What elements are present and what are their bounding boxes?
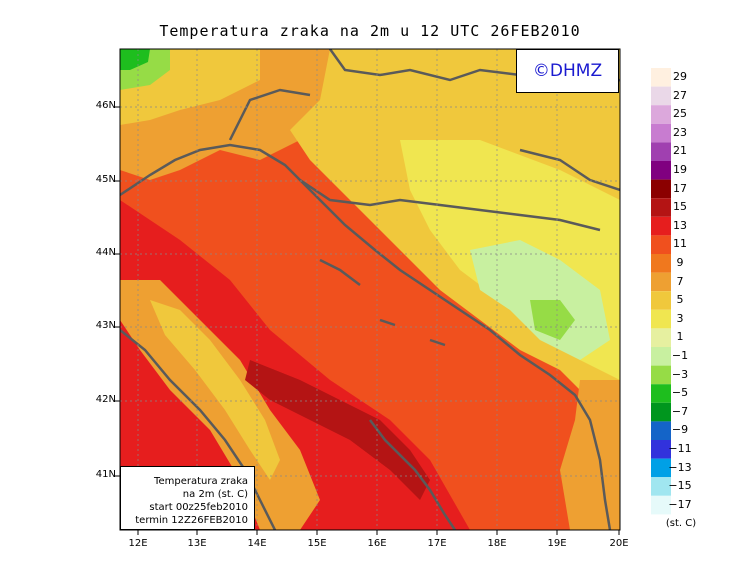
info-box: Temperatura zraka na 2m (st. C) start 00… xyxy=(120,466,255,530)
legend-swatch xyxy=(651,328,671,347)
legend-swatch xyxy=(651,179,671,199)
legend-label: 29 xyxy=(673,70,687,83)
legend-swatch xyxy=(651,421,671,440)
legend-label: −15 xyxy=(668,479,692,493)
legend-swatch xyxy=(651,198,671,217)
legend-label: 11 xyxy=(673,237,687,251)
lon-label-14e: 14E xyxy=(247,538,267,549)
legend-label: −11 xyxy=(668,442,692,455)
legend-swatch xyxy=(651,216,671,236)
info-line-1: Temperatura zraka xyxy=(154,476,248,487)
legend-label: 7 xyxy=(676,274,684,288)
legend-swatch xyxy=(651,365,671,385)
legend-label: −9 xyxy=(671,423,689,437)
legend-swatch xyxy=(651,161,671,180)
lon-label-15e: 15E xyxy=(307,538,327,549)
lon-label-12e: 12E xyxy=(128,538,148,549)
legend-label: 21 xyxy=(673,144,687,158)
legend-unit: (st. C) xyxy=(665,518,697,529)
lon-label-18e: 18E xyxy=(487,538,507,549)
color-legend xyxy=(651,68,671,515)
legend-label: 5 xyxy=(676,293,684,307)
lat-label-41n: 41N xyxy=(95,469,116,480)
legend-swatch xyxy=(651,68,671,87)
legend-label: 23 xyxy=(673,125,687,139)
legend-swatch xyxy=(651,495,671,515)
axis-ticks xyxy=(115,106,620,535)
balkan-green-cold xyxy=(530,300,575,340)
legend-swatch xyxy=(651,440,671,459)
lat-label-44n: 44N xyxy=(95,247,116,258)
legend-swatch xyxy=(651,402,671,422)
legend-label: −5 xyxy=(671,386,689,400)
lat-label-43n: 43N xyxy=(95,320,116,331)
legend-label: 25 xyxy=(673,107,687,121)
legend-label: −7 xyxy=(671,404,689,418)
legend-label: 13 xyxy=(673,218,687,232)
legend-swatch xyxy=(651,142,671,161)
legend-label: −1 xyxy=(671,349,689,362)
lon-label-17e: 17E xyxy=(427,538,447,549)
plot-frame xyxy=(119,48,621,531)
lat-label-45n: 45N xyxy=(95,174,116,185)
legend-label: −3 xyxy=(671,367,689,381)
legend-swatch xyxy=(651,254,671,273)
legend-swatch xyxy=(651,291,671,310)
legend-swatch xyxy=(651,123,671,143)
legend-swatch xyxy=(651,86,671,106)
map-field xyxy=(120,49,620,530)
legend-swatch xyxy=(651,458,671,478)
info-line-4: termin 12Z26FEB2010 xyxy=(135,515,248,526)
lon-label-16e: 16E xyxy=(367,538,387,549)
legend-label: 27 xyxy=(673,88,687,102)
map-title: Temperatura zraka na 2m u 12 UTC 26FEB20… xyxy=(159,22,581,40)
lon-label-13e: 13E xyxy=(187,538,207,549)
lon-label-20e: 20E xyxy=(609,538,629,549)
legend-swatch xyxy=(651,235,671,254)
italy-yellow-strip xyxy=(150,300,280,480)
info-line-3: start 00z25feb2010 xyxy=(149,502,248,513)
legend-swatch xyxy=(651,384,671,403)
legend-label: 19 xyxy=(673,163,687,176)
lon-label-19e: 19E xyxy=(547,538,567,549)
dhmz-logo: ©DHMZ xyxy=(516,49,619,93)
legend-label: 17 xyxy=(673,181,687,195)
legend-label: 15 xyxy=(673,200,687,214)
legend-swatch xyxy=(651,272,671,292)
legend-label: −17 xyxy=(668,497,692,511)
legend-swatch xyxy=(651,309,671,329)
info-line-2: na 2m (st. C) xyxy=(182,489,248,500)
gridlines xyxy=(120,49,620,530)
legend-label: −13 xyxy=(668,460,692,474)
legend-swatch xyxy=(651,347,671,366)
lat-label-46n: 46N xyxy=(95,100,116,111)
coastlines xyxy=(120,49,620,530)
sea-dark-core xyxy=(245,360,430,500)
legend-swatch xyxy=(651,105,671,124)
legend-swatch xyxy=(651,477,671,496)
legend-label: 9 xyxy=(676,256,684,269)
lat-label-42n: 42N xyxy=(95,394,116,405)
legend-label: 1 xyxy=(676,330,684,344)
legend-label: 3 xyxy=(676,311,684,325)
alps-darkgreen xyxy=(120,49,150,70)
